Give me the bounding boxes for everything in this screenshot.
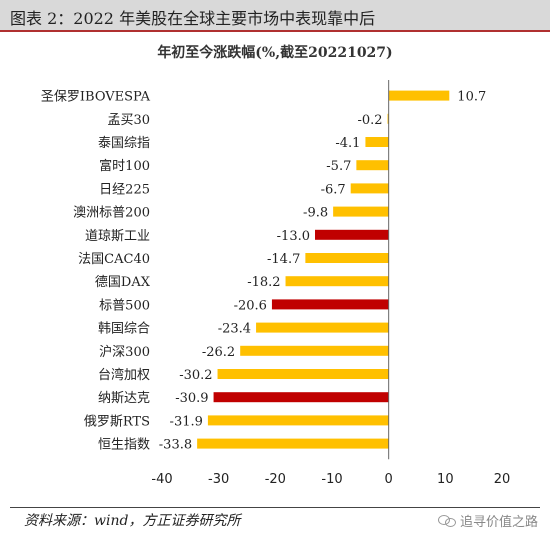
bar [388,90,450,101]
bar [333,206,389,217]
value-label: -13.0 [277,229,310,244]
bar [197,438,389,449]
bar [217,369,389,379]
category-label: 标普500 [99,298,150,313]
bar [213,392,389,403]
x-tick-label: -20 [265,472,286,487]
bar [207,415,389,426]
bar [365,137,389,147]
x-tick-label: -10 [321,472,342,487]
x-tick-label: -30 [208,472,229,487]
bar [305,253,389,263]
watermark-text: 追寻价值之路 [459,515,538,530]
category-label: 台湾加权 [98,367,150,383]
x-tick-label: 10 [437,472,454,487]
chart-title: 年初至今涨跌幅(%,截至20221027) [157,45,393,61]
x-tick-label: 20 [494,472,511,487]
category-label: 恒生指数 [98,438,150,453]
category-label: 韩国综合 [98,322,150,337]
bar [387,113,389,124]
category-label: 道琼斯工业 [85,229,150,244]
value-label: -9.8 [303,206,328,221]
bar [285,276,389,287]
category-label: 日经225 [99,182,150,197]
value-label: -33.8 [159,438,192,453]
bar [315,229,389,240]
header-bar: 图表 2：2022 年美股在全球主要市场中表现靠中后 [0,0,550,30]
category-label: 德国DAX [95,275,151,290]
value-label: -26.2 [202,345,235,360]
x-tick-label: 0 [385,472,393,487]
bar [240,345,389,356]
category-label: 纳斯达克 [98,391,150,406]
category-label: 沪深300 [99,344,150,360]
value-label: -18.2 [247,275,280,290]
value-label: -30.9 [175,391,208,406]
source-note: 资料来源：wind，方正证券研究所 [24,513,241,529]
value-label: -6.7 [321,182,346,197]
value-label: -14.7 [267,252,300,267]
category-label: 澳洲标普200 [73,205,150,221]
value-label: -23.4 [218,322,251,337]
category-label: 富时100 [99,158,150,174]
category-label: 俄罗斯RTS [84,414,150,429]
value-label: -5.7 [326,159,351,174]
category-label: 泰国综指 [98,136,150,151]
watermark: 追寻价值之路 [437,511,538,530]
figure-title: 图表 2：2022 年美股在全球主要市场中表现靠中后 [10,9,376,28]
bar [256,322,389,333]
value-label: 10.7 [457,90,486,105]
bar-chart: 圣保罗IBOVESPA 10.7 孟买30 -0.2 泰国综指 -4.1 富时100 -5.7… [41,80,511,487]
category-label: 法国CAC40 [78,252,150,267]
bar [356,160,389,171]
bar [350,183,389,194]
value-label: -31.9 [170,414,203,429]
value-label: -0.2 [357,113,382,128]
value-label: -4.1 [335,136,360,151]
category-label: 圣保罗IBOVESPA [41,90,151,105]
category-label: 孟买30 [107,113,150,128]
header-rule [0,30,550,32]
value-label: -20.6 [234,298,267,313]
x-tick-label: -40 [151,472,172,487]
wechat-icon [437,514,456,528]
value-label: -30.2 [179,368,212,383]
footer-rule [10,507,540,508]
bar [271,299,389,310]
